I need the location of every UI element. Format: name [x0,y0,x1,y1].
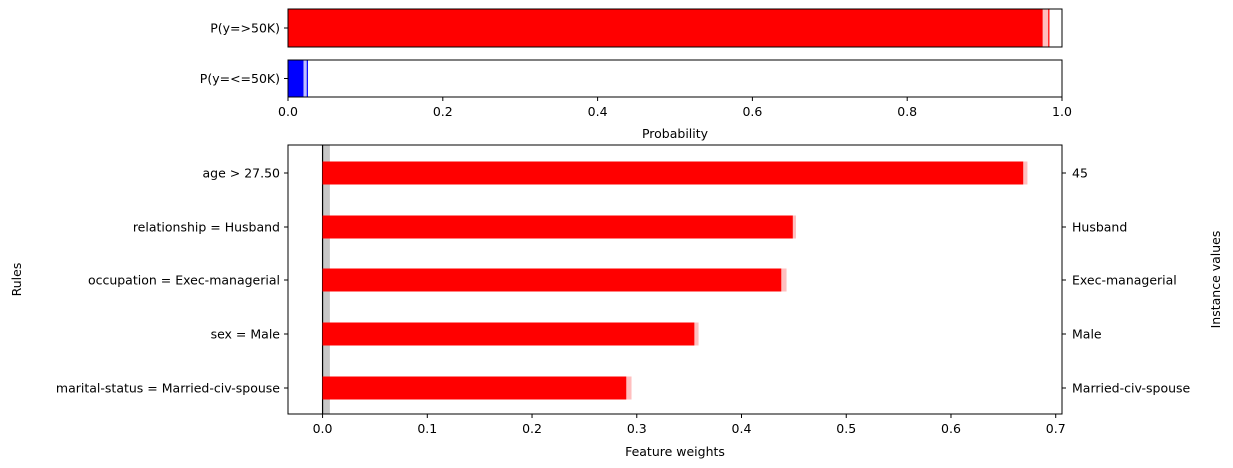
x-tick-label: 0.0 [278,104,298,119]
x-tick-label: 0.0 [313,421,333,436]
x-tick-label: 0.1 [417,421,437,436]
rule-label: occupation = Exec-managerial [88,273,280,288]
probability-bar [288,9,1043,47]
weight-uncertainty [792,215,796,239]
x-tick-label: 1.0 [1052,104,1072,119]
instance-value-label: Male [1072,327,1102,342]
x-tick-label: 0.2 [433,104,453,119]
x-tick-label: 0.4 [588,104,608,119]
x-axis-label: Feature weights [625,444,725,459]
rule-label: sex = Male [211,327,281,342]
instance-value-label: Exec-managerial [1072,273,1177,288]
weight-uncertainty [626,376,632,400]
x-tick-label: 0.4 [732,421,752,436]
rule-label: age > 27.50 [203,166,281,181]
x-axis-label: Probability [642,126,709,141]
instance-value-label: Husband [1072,220,1127,235]
y2-axis-label: Instance values [1208,231,1223,329]
feature-weights-panel: age > 27.50 45 relationship = Husband Husba… [9,144,1223,459]
instance-value-label: Married-civ-spouse [1072,381,1191,396]
instance-value-label: 45 [1072,166,1088,181]
probability-uncertainty [303,60,308,97]
weight-bar [322,268,782,292]
weight-bar [322,215,793,239]
probability-panel: P(y=>50K) P(y=<=50K) 0.0 0.2 0.4 0.6 0.8 1.0 Pro… [200,8,1072,141]
rule-label: marital-status = Married-civ-spouse [56,381,280,396]
weight-bar [322,376,627,400]
rule-label: relationship = Husband [133,220,280,235]
weight-uncertainty [694,322,699,346]
weight-bar [322,161,1024,185]
axes-frame [287,144,1063,415]
weight-uncertainty [1023,161,1028,185]
x-tick-label: 0.8 [897,104,917,119]
weight-bar [322,322,695,346]
probability-bar [288,60,304,97]
x-tick-label: 0.6 [941,421,961,436]
axes-frame [287,59,1063,98]
category-label: P(y=>50K) [210,21,280,36]
category-label: P(y=<=50K) [200,71,280,86]
x-tick-label: 0.6 [742,104,762,119]
probability-uncertainty [1042,9,1049,47]
x-tick-label: 0.2 [522,421,542,436]
x-tick-label: 0.7 [1046,421,1066,436]
weight-uncertainty [781,268,787,292]
x-tick-label: 0.5 [836,421,856,436]
x-tick-label: 0.3 [627,421,647,436]
y-axis-label: Rules [9,263,24,297]
